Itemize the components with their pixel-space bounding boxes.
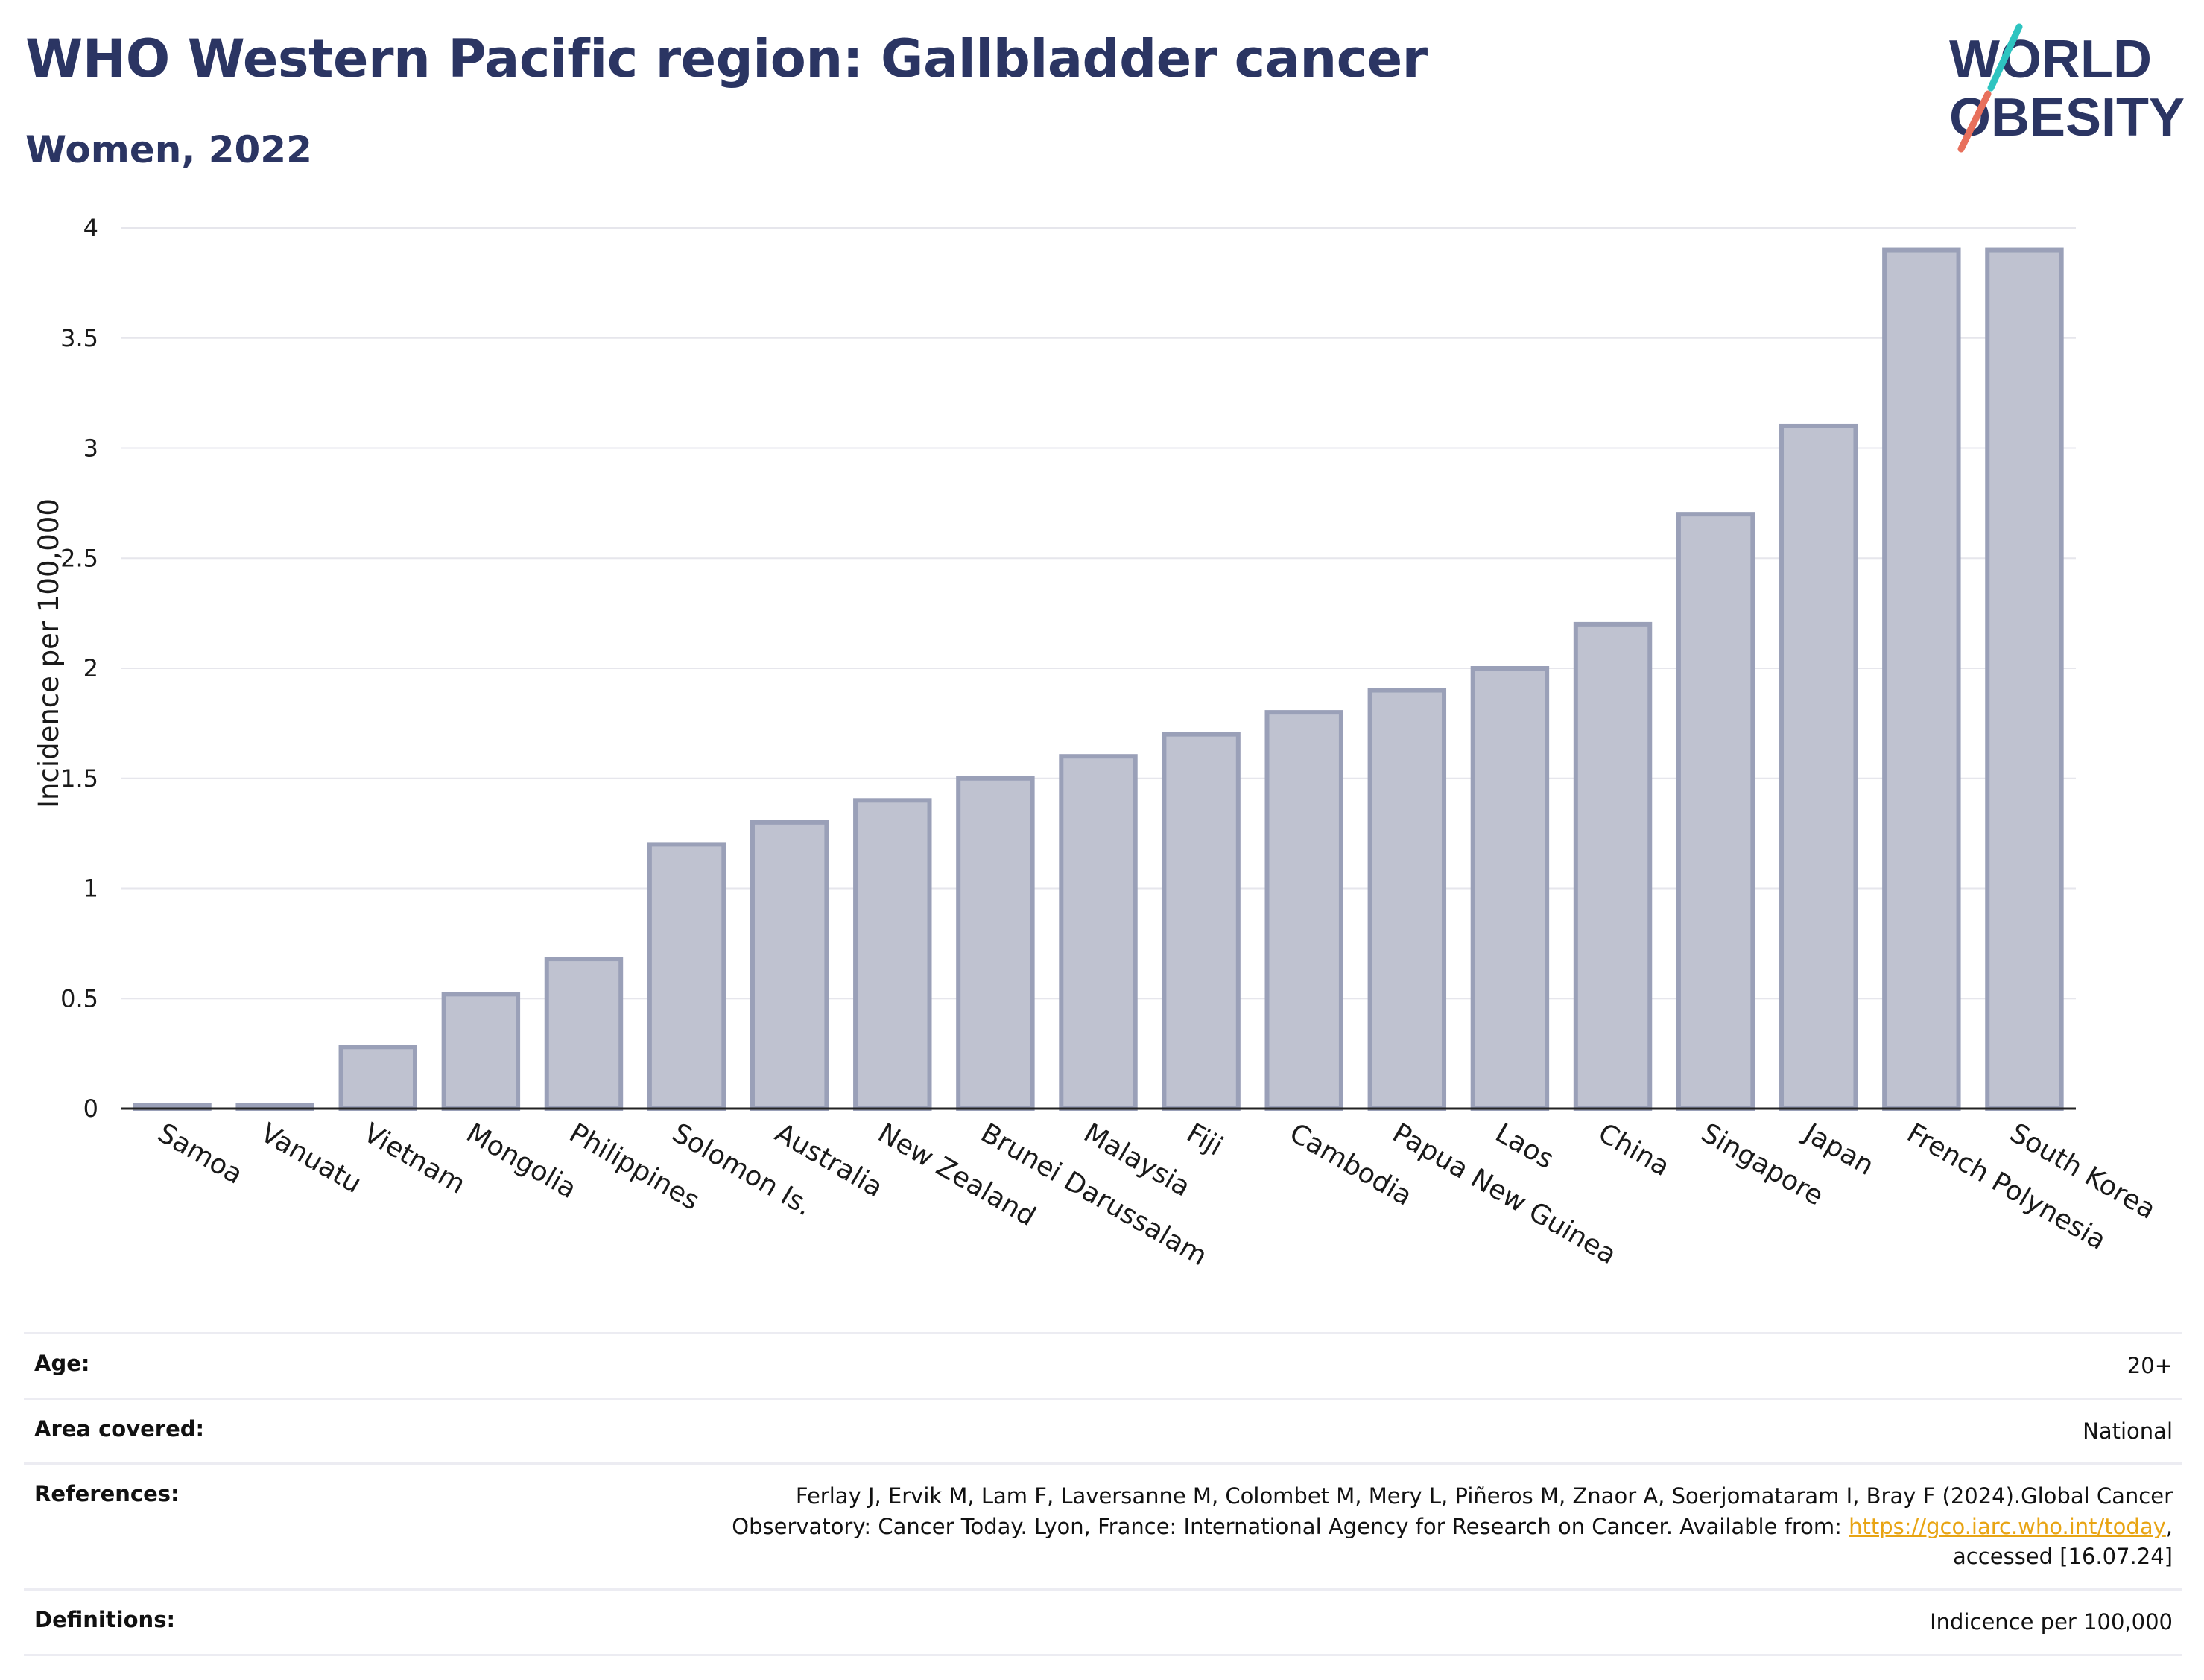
x-tick-label: Mongolia — [461, 1118, 582, 1205]
bar-china — [1573, 621, 1653, 1111]
references-label: References: — [34, 1481, 180, 1507]
y-tick-label: 1.5 — [60, 764, 98, 793]
bar-australia — [750, 820, 829, 1111]
y-tick-label: 3 — [83, 434, 98, 463]
bar-brunei-darussalam — [956, 776, 1035, 1111]
references-line2-post: , — [2165, 1513, 2173, 1539]
x-tick-label: Fiji — [1182, 1118, 1228, 1162]
y-tick-label: 3.5 — [60, 324, 98, 352]
x-tick-label: Vietnam — [358, 1118, 470, 1200]
y-tick-label: 1 — [83, 875, 98, 903]
bar-papua-new-guinea — [1367, 688, 1447, 1111]
y-tick-label: 0 — [83, 1094, 98, 1123]
bar-fiji — [1162, 732, 1241, 1112]
x-tick-label: Samoa — [153, 1118, 248, 1191]
references-link[interactable]: https://gco.iarc.who.int/today — [1849, 1513, 2166, 1539]
bar-cambodia — [1264, 710, 1343, 1111]
meta-row-definitions: Definitions: Indicence per 100,000 — [24, 1591, 2182, 1656]
bar-laos — [1470, 666, 1550, 1111]
area-value: National — [2083, 1418, 2173, 1444]
bar-malaysia — [1059, 754, 1138, 1111]
bar-solomon-is — [647, 842, 726, 1112]
area-label: Area covered: — [34, 1416, 205, 1442]
bar-singapore — [1676, 512, 1755, 1111]
age-label: Age: — [34, 1351, 90, 1376]
y-tick-label: 4 — [83, 214, 98, 242]
x-tick-label: Laos — [1490, 1118, 1559, 1175]
x-axis-labels: Samoa VanuatuVietnamMongoliaPhilippinesSo… — [153, 1117, 2161, 1272]
y-axis-title: Incidence per 100,000 — [33, 498, 65, 808]
age-value: 20+ — [2127, 1353, 2173, 1378]
references-line3: accessed [16.07.24] — [1953, 1544, 2173, 1570]
bar-mongolia — [441, 992, 521, 1111]
references-line2-pre: Observatory: Cancer Today. Lyon, France:… — [732, 1513, 1849, 1539]
meta-row-references: References: Ferlay J, Ervik M, Lam F, La… — [24, 1465, 2182, 1591]
bar-japan — [1779, 423, 1858, 1111]
y-tick-label: 2 — [83, 654, 98, 682]
bar-vietnam — [338, 1045, 417, 1112]
meta-row-area: Area covered: National — [24, 1400, 2182, 1465]
y-axis-ticks: 0 0.5 1 1.5 2 2.5 3 3.5 4 — [60, 214, 98, 1123]
x-tick-label: Japan — [1798, 1117, 1879, 1182]
y-tick-label: 2.5 — [60, 544, 98, 572]
bar-french-polynesia — [1882, 247, 1961, 1111]
bar-new-zealand — [853, 798, 932, 1112]
bar-south-korea — [1985, 247, 2064, 1111]
chart-title: WHO Western Pacific region: Gallbladder … — [25, 28, 1428, 89]
meta-row-age: Age: 20+ — [24, 1334, 2182, 1400]
svg-text:WORLD: WORLD — [1949, 30, 2152, 89]
world-obesity-logo: WORLD OBESITY — [1949, 23, 2185, 153]
x-tick-label: Vanuatu — [256, 1118, 367, 1199]
bars — [133, 247, 2064, 1112]
definitions-value: Indicence per 100,000 — [1930, 1608, 2173, 1635]
y-tick-label: 0.5 — [60, 984, 98, 1012]
chart-subtitle: Women, 2022 — [25, 128, 312, 171]
bar-philippines — [544, 957, 624, 1112]
bar-chart: 0 0.5 1 1.5 2 2.5 3 3.5 4 Samoa VanuatuVietnamMon… — [33, 214, 2161, 1272]
references-value: Ferlay J, Ervik M, Lam F, Laversanne M, … — [732, 1481, 2173, 1572]
x-tick-label: China — [1593, 1118, 1675, 1182]
definitions-label: Definitions: — [34, 1606, 176, 1632]
metadata-table: Age: 20+ Area covered: National Referenc… — [24, 1332, 2182, 1656]
references-line1: Ferlay J, Ervik M, Lam F, Laversanne M, … — [795, 1483, 2173, 1509]
